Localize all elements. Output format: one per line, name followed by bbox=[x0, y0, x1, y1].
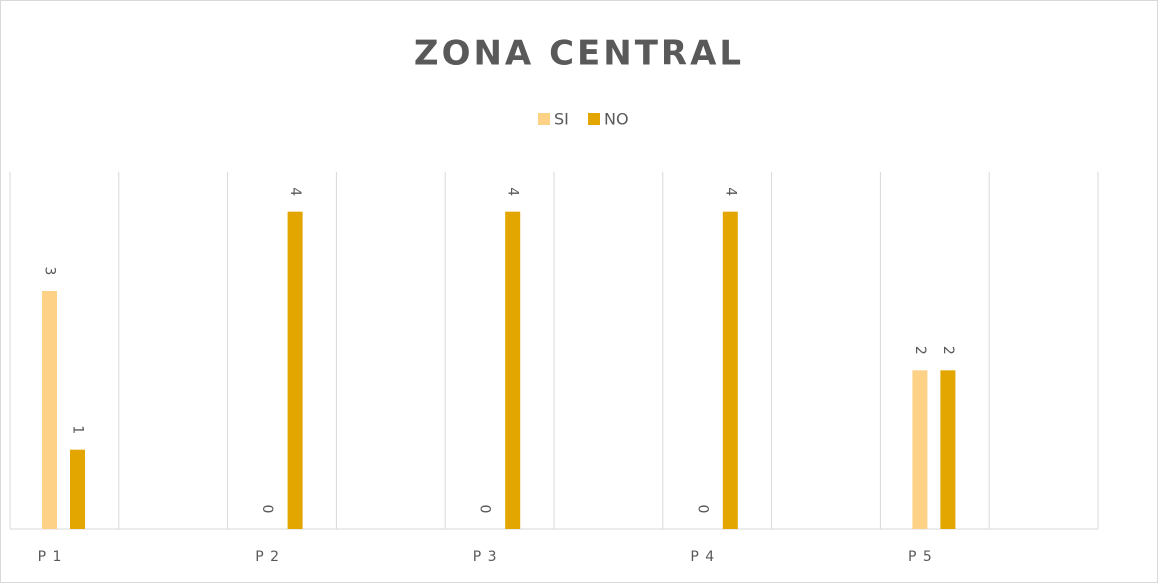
data-label: 2 bbox=[912, 346, 928, 355]
legend-swatch bbox=[538, 113, 550, 125]
bar bbox=[722, 211, 738, 529]
legend-label: SI bbox=[554, 110, 569, 129]
legend-label: NO bbox=[604, 110, 629, 129]
x-tick-label: P 1 bbox=[38, 549, 63, 565]
data-label: 0 bbox=[259, 505, 275, 514]
x-tick-label: P 3 bbox=[473, 549, 498, 565]
data-label: 0 bbox=[694, 505, 710, 514]
data-label: 4 bbox=[505, 187, 521, 196]
data-label: 1 bbox=[70, 425, 86, 434]
bar bbox=[505, 211, 521, 529]
x-tick-label: P 5 bbox=[908, 549, 933, 565]
data-label: 4 bbox=[722, 187, 738, 196]
bar bbox=[70, 449, 85, 529]
chart-title: ZONA CENTRAL bbox=[414, 34, 744, 74]
bar bbox=[287, 211, 303, 529]
bar bbox=[42, 291, 57, 529]
x-tick-label: P 4 bbox=[690, 549, 715, 565]
data-label: 2 bbox=[940, 346, 956, 355]
bar bbox=[912, 370, 928, 529]
data-label: 3 bbox=[42, 267, 58, 276]
data-label: 0 bbox=[477, 505, 493, 514]
legend-swatch bbox=[588, 113, 600, 125]
bar bbox=[940, 370, 956, 529]
data-label: 4 bbox=[287, 187, 303, 196]
x-tick-label: P 2 bbox=[255, 549, 280, 565]
